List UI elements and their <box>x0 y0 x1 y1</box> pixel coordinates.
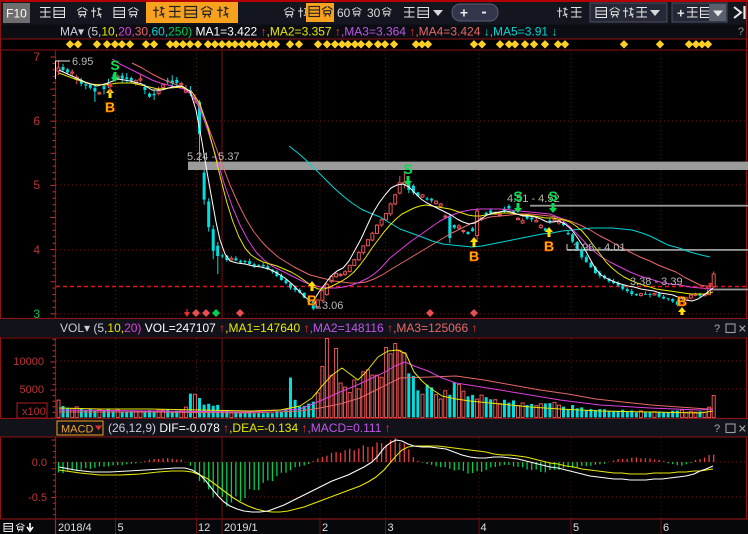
svg-text:✕: ✕ <box>738 424 747 436</box>
svg-text:MACD: MACD <box>61 424 93 436</box>
svg-text:+: + <box>677 6 685 21</box>
svg-text:0.0: 0.0 <box>32 457 47 469</box>
svg-text:2019/1: 2019/1 <box>224 522 258 534</box>
svg-text:4.51 - 4.52: 4.51 - 4.52 <box>507 193 560 205</box>
svg-text:S: S <box>548 188 557 204</box>
svg-text:6: 6 <box>663 522 669 534</box>
svg-text:F10: F10 <box>6 7 27 21</box>
svg-text:4: 4 <box>481 522 487 534</box>
svg-text:-0.5: -0.5 <box>28 492 47 504</box>
svg-text:B: B <box>544 238 554 254</box>
svg-text:?: ? <box>714 323 720 335</box>
svg-text:3: 3 <box>33 307 40 321</box>
svg-text:B: B <box>677 293 687 309</box>
svg-text:B: B <box>307 292 317 308</box>
svg-text:✕: ✕ <box>738 324 747 336</box>
svg-text:S: S <box>513 188 522 204</box>
svg-text:3.38 - 3.39: 3.38 - 3.39 <box>630 276 683 288</box>
svg-text:5: 5 <box>33 178 40 192</box>
svg-text:x100: x100 <box>22 406 46 418</box>
svg-text:+: + <box>460 5 468 21</box>
svg-text:(26,12,9) DIF=-0.078 ↑,DEA=-0.: (26,12,9) DIF=-0.078 ↑,DEA=-0.134 ↑,MACD… <box>108 421 391 435</box>
svg-text:30: 30 <box>367 6 381 20</box>
svg-text:5000: 5000 <box>20 384 44 396</box>
svg-text:3: 3 <box>388 522 394 534</box>
svg-text:6: 6 <box>33 114 40 128</box>
svg-text:7: 7 <box>33 50 40 64</box>
svg-text:5.24 - 5.37: 5.24 - 5.37 <box>187 151 240 163</box>
svg-text:12: 12 <box>198 522 210 534</box>
svg-text:-: - <box>481 4 486 21</box>
svg-text:?: ? <box>714 423 720 435</box>
svg-text:5: 5 <box>573 522 579 534</box>
svg-text:S: S <box>110 57 119 73</box>
svg-text:VOL▾ (5,10,20) VOL=247107 ↑,MA: VOL▾ (5,10,20) VOL=247107 ↑,MA1=147640 ↑… <box>60 321 477 335</box>
svg-text:60: 60 <box>337 6 351 20</box>
svg-text:?: ? <box>738 26 744 38</box>
svg-text:2: 2 <box>322 522 328 534</box>
svg-text:2018/4: 2018/4 <box>58 522 92 534</box>
svg-text:S: S <box>403 161 412 177</box>
svg-text:B: B <box>469 248 479 264</box>
svg-text:3.98 - 4.01: 3.98 - 4.01 <box>573 242 626 254</box>
svg-text:MA▾ (5,10,20,30,60,250) MA1=3.: MA▾ (5,10,20,30,60,250) MA1=3.422 ↑,MA2=… <box>60 25 557 39</box>
svg-text:3.06: 3.06 <box>322 300 343 312</box>
svg-text:6.95: 6.95 <box>72 56 93 68</box>
svg-text:5: 5 <box>118 522 124 534</box>
svg-text:B: B <box>105 99 115 115</box>
svg-text:4: 4 <box>33 243 40 257</box>
svg-text:10000: 10000 <box>13 356 44 368</box>
